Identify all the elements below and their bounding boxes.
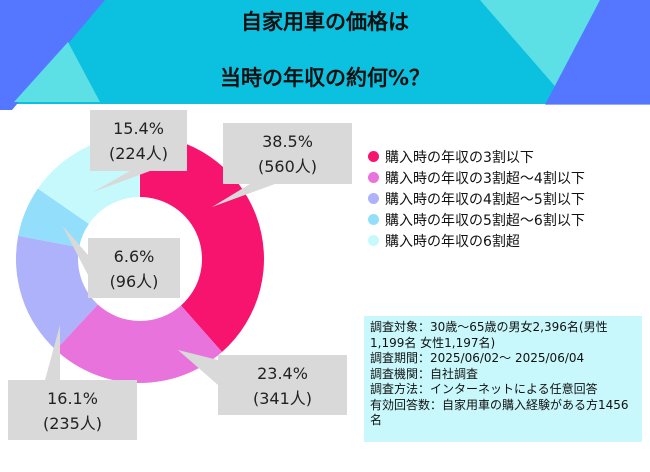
count-label: (235人): [42, 414, 103, 433]
legend-dot-icon: [368, 214, 379, 225]
legend-label: 購入時の年収の3割以下: [385, 149, 534, 166]
donut-slice-1: [55, 304, 223, 383]
note-line: 調査機関：自社調査: [370, 366, 479, 381]
count-label: (560人): [257, 157, 318, 176]
note-line: 有効回答数：自家用車の購入経験がある方1456名: [370, 397, 629, 428]
donut-slice-0: [140, 135, 264, 353]
label-box-4: 15.4% (224人): [90, 110, 187, 171]
pct-label: 38.5%: [262, 132, 313, 151]
legend-label: 購入時の年収の4割超～5割以下: [385, 191, 585, 208]
legend-dot-icon: [368, 172, 379, 183]
note-line: 調査対象：30歳～65歳の男女2,396名(男性1,199名 女性1,197名): [370, 320, 608, 350]
callout-pointer-0: [212, 184, 275, 207]
title-line-2: 当時の年収の約何%？: [219, 66, 431, 90]
pct-label: 6.6%: [113, 247, 155, 266]
pct-label: 16.1%: [47, 389, 98, 408]
donut-slice-3: [18, 188, 89, 248]
label-box-1: 23.4% (341人): [218, 355, 347, 415]
title-line-1: 自家用車の価格は: [241, 10, 409, 34]
legend-item: 購入時の年収の4割超～5割以下: [368, 188, 585, 209]
legend-dot-icon: [368, 193, 379, 204]
legend-item: 購入時の年収の6割超: [368, 230, 585, 251]
note-line: 調査期間：2025/06/02～ 2025/06/04: [370, 351, 585, 365]
label-box-2: 16.1% (235人): [8, 380, 137, 440]
survey-notes: 調査対象：30歳～65歳の男女2,396名(男性1,199名 女性1,197名)…: [364, 316, 642, 442]
legend-dot-icon: [368, 151, 379, 162]
pct-label: 23.4%: [257, 364, 308, 383]
legend-item: 購入時の年収の3割超～4割以下: [368, 167, 585, 188]
pct-label: 15.4%: [113, 119, 164, 138]
legend-dot-icon: [368, 235, 379, 246]
legend-item: 購入時の年収の3割以下: [368, 146, 585, 167]
label-box-3: 6.6% (96人): [88, 238, 180, 298]
donut-slice-2: [15, 235, 98, 350]
label-box-0: 38.5% (560人): [223, 123, 352, 184]
legend-label: 購入時の年収の3割超～4割以下: [385, 170, 585, 187]
count-label: (341人): [252, 389, 313, 408]
legend-label: 購入時の年収の6割超: [385, 233, 520, 250]
count-label: (224人): [108, 144, 169, 163]
note-line: 調査方法：インターネットによる任意回答: [370, 382, 598, 396]
legend: 購入時の年収の3割以下 購入時の年収の3割超～4割以下 購入時の年収の4割超～5…: [368, 146, 585, 251]
legend-item: 購入時の年収の5割超～6割以下: [368, 209, 585, 230]
legend-label: 購入時の年収の5割超～6割以下: [385, 212, 585, 229]
callout-pointer-3: [62, 225, 88, 275]
callout-pointer-2: [45, 325, 60, 380]
count-label: (96人): [109, 272, 159, 291]
callout-pointer-4: [93, 171, 150, 192]
callout-pointer-1: [178, 350, 218, 385]
header-banner: [0, 0, 650, 110]
